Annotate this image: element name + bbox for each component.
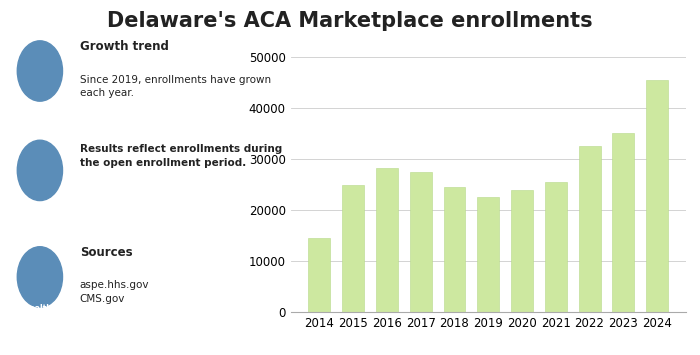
Text: health
insurance
.org™: health insurance .org™ bbox=[18, 304, 60, 335]
Circle shape bbox=[18, 247, 62, 307]
Bar bbox=[545, 182, 567, 312]
Circle shape bbox=[18, 41, 62, 101]
Circle shape bbox=[18, 140, 62, 201]
Bar bbox=[511, 190, 533, 312]
Bar bbox=[579, 146, 601, 312]
Bar bbox=[444, 187, 466, 312]
Text: Growth trend: Growth trend bbox=[80, 40, 169, 53]
Bar bbox=[342, 185, 364, 312]
Text: Results reflect enrollments during
the open enrollment period.: Results reflect enrollments during the o… bbox=[80, 144, 282, 168]
Bar bbox=[410, 172, 432, 312]
Bar bbox=[477, 197, 499, 312]
Bar bbox=[646, 80, 668, 312]
Text: Since 2019, enrollments have grown
each year.: Since 2019, enrollments have grown each … bbox=[80, 75, 271, 98]
Bar bbox=[612, 133, 634, 312]
Bar bbox=[376, 168, 398, 312]
Bar bbox=[309, 238, 330, 312]
Text: Delaware's ACA Marketplace enrollments: Delaware's ACA Marketplace enrollments bbox=[107, 11, 593, 31]
Text: Sources: Sources bbox=[80, 246, 132, 258]
Text: aspe.hhs.gov
CMS.gov: aspe.hhs.gov CMS.gov bbox=[80, 280, 149, 304]
